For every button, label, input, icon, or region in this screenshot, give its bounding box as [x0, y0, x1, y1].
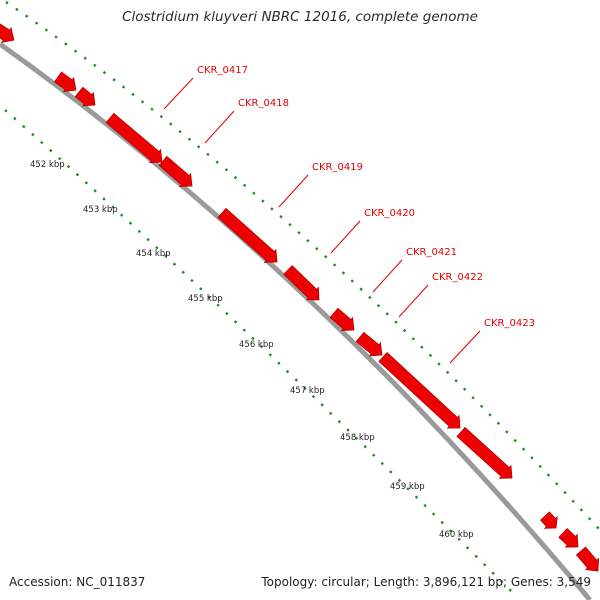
gene-arrow[interactable]: [355, 331, 383, 357]
gene-arrow[interactable]: [105, 112, 163, 164]
gene-arrows: [0, 21, 600, 572]
kbp-label: 454 kbp: [136, 249, 171, 259]
gene-arrow[interactable]: [558, 528, 579, 548]
gene-leader-line: [398, 284, 429, 318]
gene-leader-line: [372, 259, 403, 293]
kbp-label: 456 kbp: [239, 340, 274, 350]
gene-arrow[interactable]: [158, 155, 193, 188]
map-title: Clostridium kluyveri NBRC 12016, complet…: [122, 9, 478, 25]
gene-label[interactable]: CKR_0418: [238, 98, 289, 109]
gene-label[interactable]: CKR_0417: [197, 65, 248, 76]
gene-arrow[interactable]: [0, 21, 15, 43]
topology-summary: Topology: circular; Length: 3,896,121 bp…: [261, 575, 591, 589]
kbp-label: 459 kbp: [390, 482, 425, 492]
kbp-label: 455 kbp: [188, 294, 223, 304]
kbp-label: 457 kbp: [290, 386, 325, 396]
gene-leader-line: [330, 220, 361, 254]
accession-text: Accession: NC_011837: [9, 575, 146, 589]
gene-arrow[interactable]: [575, 546, 600, 572]
scale-ring-outer: [5, 1, 600, 531]
gene-arrow[interactable]: [74, 86, 96, 107]
gene-arrow[interactable]: [540, 511, 558, 529]
gene-label[interactable]: CKR_0419: [312, 162, 363, 173]
gene-arrow[interactable]: [378, 352, 461, 429]
kbp-label: 452 kbp: [30, 160, 65, 170]
gene-leader-line: [278, 174, 309, 208]
gene-leader-line: [204, 110, 235, 144]
gene-arrow[interactable]: [53, 71, 77, 93]
gene-label[interactable]: CKR_0423: [484, 318, 535, 329]
gene-label[interactable]: CKR_0420: [364, 208, 415, 219]
kbp-ticks: 452 kbp 453 kbp 454 kbp 455 kbp 456 kbp 457 k…: [30, 160, 474, 540]
gene-leader-line: [449, 330, 481, 364]
gene-label[interactable]: CKR_0422: [432, 272, 483, 283]
kbp-label: 453 kbp: [83, 205, 118, 215]
gene-callouts: CKR_0417 CKR_0418 CKR_0419 CKR_0420 CKR_0421…: [163, 65, 535, 364]
gene-arrow[interactable]: [283, 265, 320, 301]
gene-arrow[interactable]: [456, 426, 513, 479]
gene-arrow[interactable]: [329, 307, 355, 332]
kbp-label: 460 kbp: [439, 530, 474, 540]
gene-label[interactable]: CKR_0421: [406, 247, 457, 258]
gene-arrow[interactable]: [217, 207, 278, 263]
scale-ring-inner: [4, 109, 516, 596]
kbp-label: 458 kbp: [340, 433, 375, 443]
gene-leader-line: [163, 77, 194, 110]
genome-backbone: [0, 41, 592, 600]
